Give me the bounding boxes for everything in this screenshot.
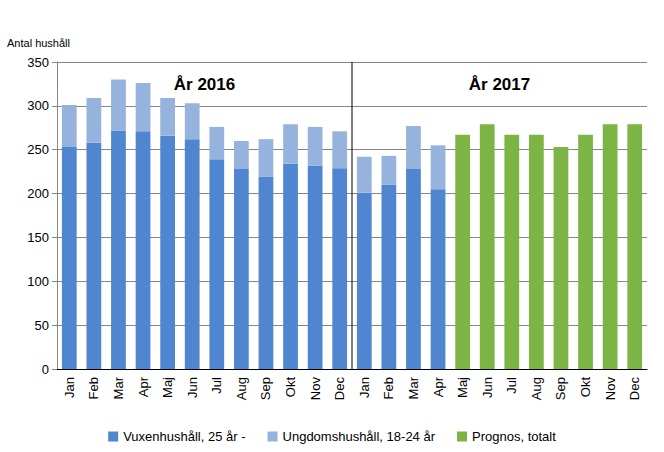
svg-text:Jan: Jan	[357, 377, 372, 398]
svg-text:Mar: Mar	[111, 376, 126, 399]
svg-text:Antal hushåll: Antal hushåll	[7, 37, 70, 49]
svg-text:Feb: Feb	[86, 377, 101, 399]
svg-text:Ungdomshushåll, 18-24 år: Ungdomshushåll, 18-24 år	[283, 429, 436, 444]
svg-text:250: 250	[27, 142, 49, 157]
svg-text:Dec: Dec	[627, 377, 642, 401]
svg-text:Nov: Nov	[308, 377, 323, 401]
svg-text:Dec: Dec	[332, 377, 347, 401]
svg-text:Nov: Nov	[603, 377, 618, 401]
svg-text:50: 50	[35, 318, 49, 333]
svg-text:Aug: Aug	[234, 377, 249, 400]
svg-text:Maj: Maj	[455, 377, 470, 398]
svg-text:Jul: Jul	[504, 377, 519, 394]
svg-text:Aug: Aug	[529, 377, 544, 400]
svg-text:Jun: Jun	[480, 377, 495, 398]
svg-text:Sep: Sep	[553, 377, 568, 400]
svg-text:350: 350	[27, 55, 49, 70]
svg-text:År 2017: År 2017	[469, 75, 530, 94]
svg-text:300: 300	[27, 98, 49, 113]
svg-text:Feb: Feb	[381, 377, 396, 399]
svg-text:Sep: Sep	[258, 377, 273, 400]
svg-text:0: 0	[42, 362, 49, 377]
svg-text:Jun: Jun	[185, 377, 200, 398]
svg-text:Okt: Okt	[283, 377, 298, 398]
svg-text:Maj: Maj	[160, 377, 175, 398]
svg-text:Apr: Apr	[136, 376, 151, 397]
svg-text:200: 200	[27, 186, 49, 201]
svg-text:Mar: Mar	[406, 376, 421, 399]
svg-text:Jul: Jul	[209, 377, 224, 394]
svg-text:Jan: Jan	[62, 377, 77, 398]
svg-text:Vuxenhushåll, 25 år -: Vuxenhushåll, 25 år -	[123, 429, 245, 444]
svg-text:Okt: Okt	[578, 377, 593, 398]
svg-text:150: 150	[27, 230, 49, 245]
svg-text:År 2016: År 2016	[174, 75, 235, 94]
svg-text:Prognos, totalt: Prognos, totalt	[472, 429, 556, 444]
svg-text:100: 100	[27, 274, 49, 289]
svg-text:Apr: Apr	[431, 376, 446, 397]
